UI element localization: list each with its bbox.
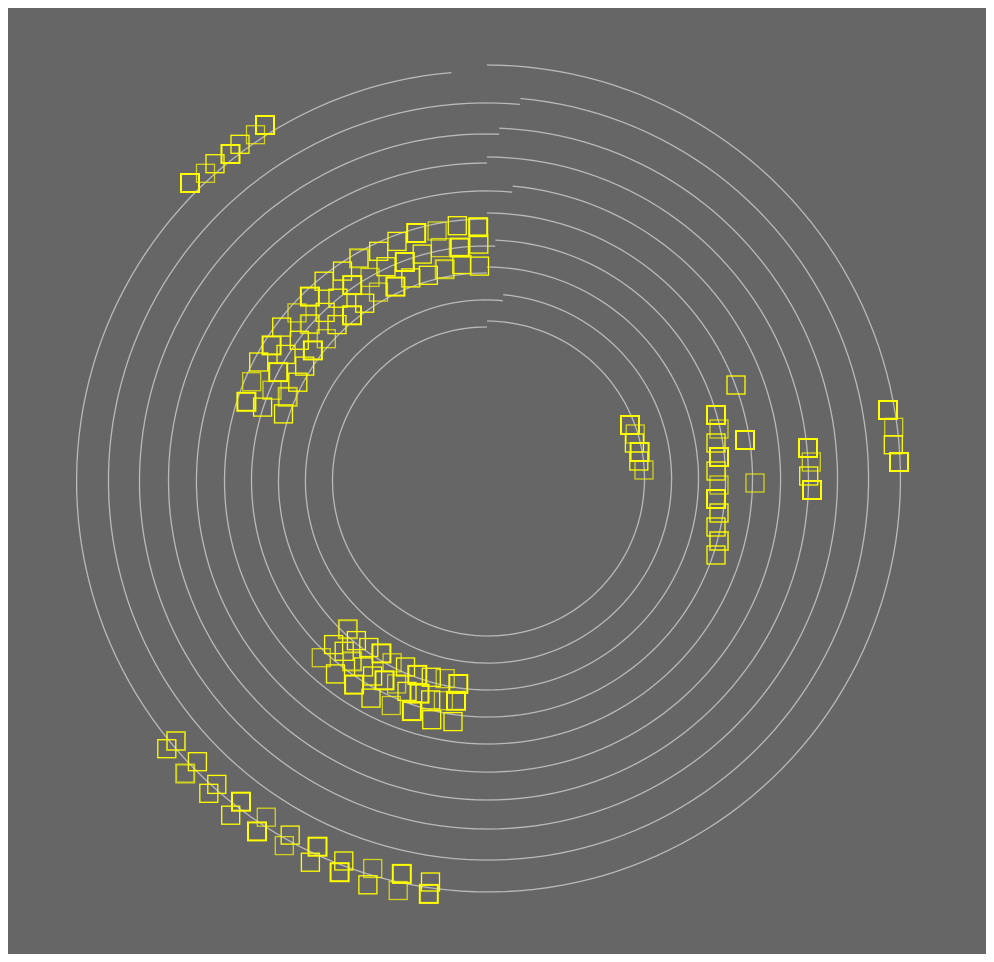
canvas-background bbox=[8, 8, 986, 954]
